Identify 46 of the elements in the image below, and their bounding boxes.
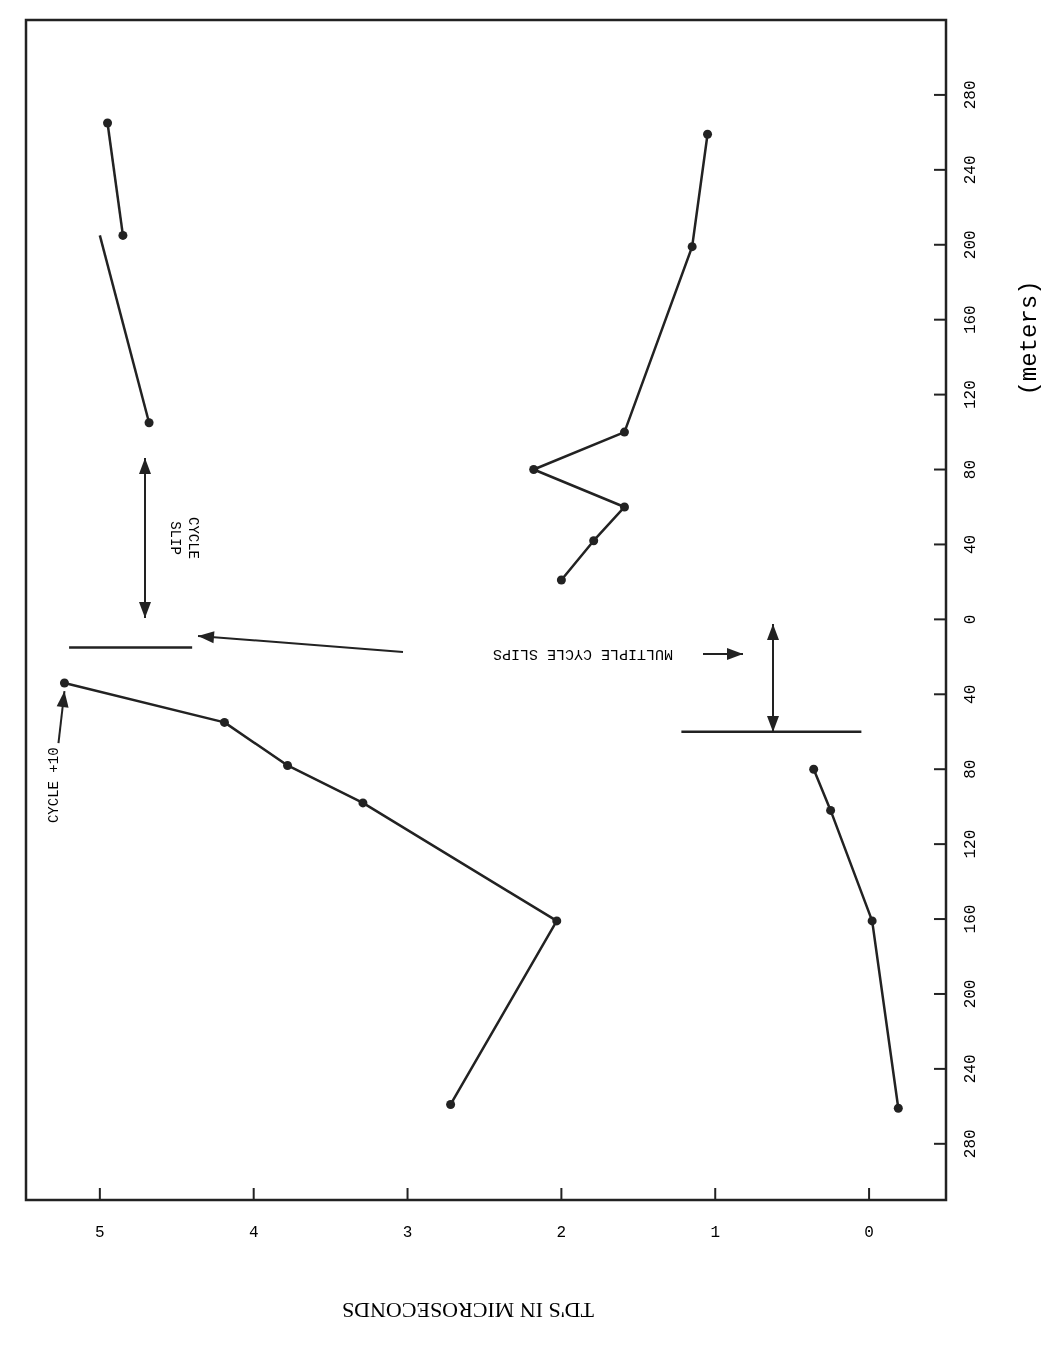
point [867, 916, 877, 926]
y-tick-label: 160 [962, 305, 981, 335]
x-tick-label: 2 [556, 1224, 567, 1243]
y-tick-label: 240 [962, 155, 981, 185]
y-tick-label: 280 [962, 1129, 981, 1159]
annotation: MULTIPLE CYCLE SLIPS [492, 645, 674, 663]
y-tick-label: 120 [962, 380, 981, 410]
point [893, 1103, 903, 1113]
y-tick-label: 200 [962, 979, 981, 1009]
y-tick-label: 80 [962, 759, 981, 779]
y-tick-label: 160 [962, 904, 981, 934]
point [103, 118, 113, 128]
y-tick-label: 40 [962, 684, 981, 704]
x-tick-label: 0 [864, 1224, 874, 1243]
x-tick-label: 1 [710, 1224, 721, 1243]
point [144, 418, 154, 428]
y-tick-label: 120 [962, 829, 981, 859]
annotation: CYCLE +10 [46, 747, 63, 824]
x-tick-label: 4 [248, 1224, 259, 1243]
point [358, 798, 368, 808]
point [283, 760, 293, 770]
point [826, 805, 836, 815]
y-axis-title: (meters) [1016, 280, 1044, 396]
point [589, 536, 599, 546]
point [529, 465, 539, 475]
point [687, 242, 697, 252]
point [219, 717, 229, 727]
y-tick-label: 0 [962, 614, 981, 625]
x-tick-label: 3 [402, 1224, 413, 1243]
point [446, 1099, 456, 1109]
annotation: CYCLE SLIP [167, 516, 201, 560]
point [59, 678, 69, 688]
y-tick-label: 280 [962, 80, 981, 110]
x-axis-title: TD'S IN MICROSECONDS [341, 1297, 595, 1323]
y-tick-label: 240 [962, 1054, 981, 1084]
point [619, 502, 629, 512]
point [809, 764, 819, 774]
point [619, 427, 629, 437]
y-tick-label: 200 [962, 230, 981, 260]
point [552, 916, 562, 926]
point [118, 230, 128, 240]
y-tick-label: 80 [962, 459, 981, 480]
y-tick-label: 40 [962, 534, 981, 555]
point [556, 575, 566, 585]
point [703, 129, 713, 139]
x-tick-label: 5 [95, 1224, 105, 1243]
